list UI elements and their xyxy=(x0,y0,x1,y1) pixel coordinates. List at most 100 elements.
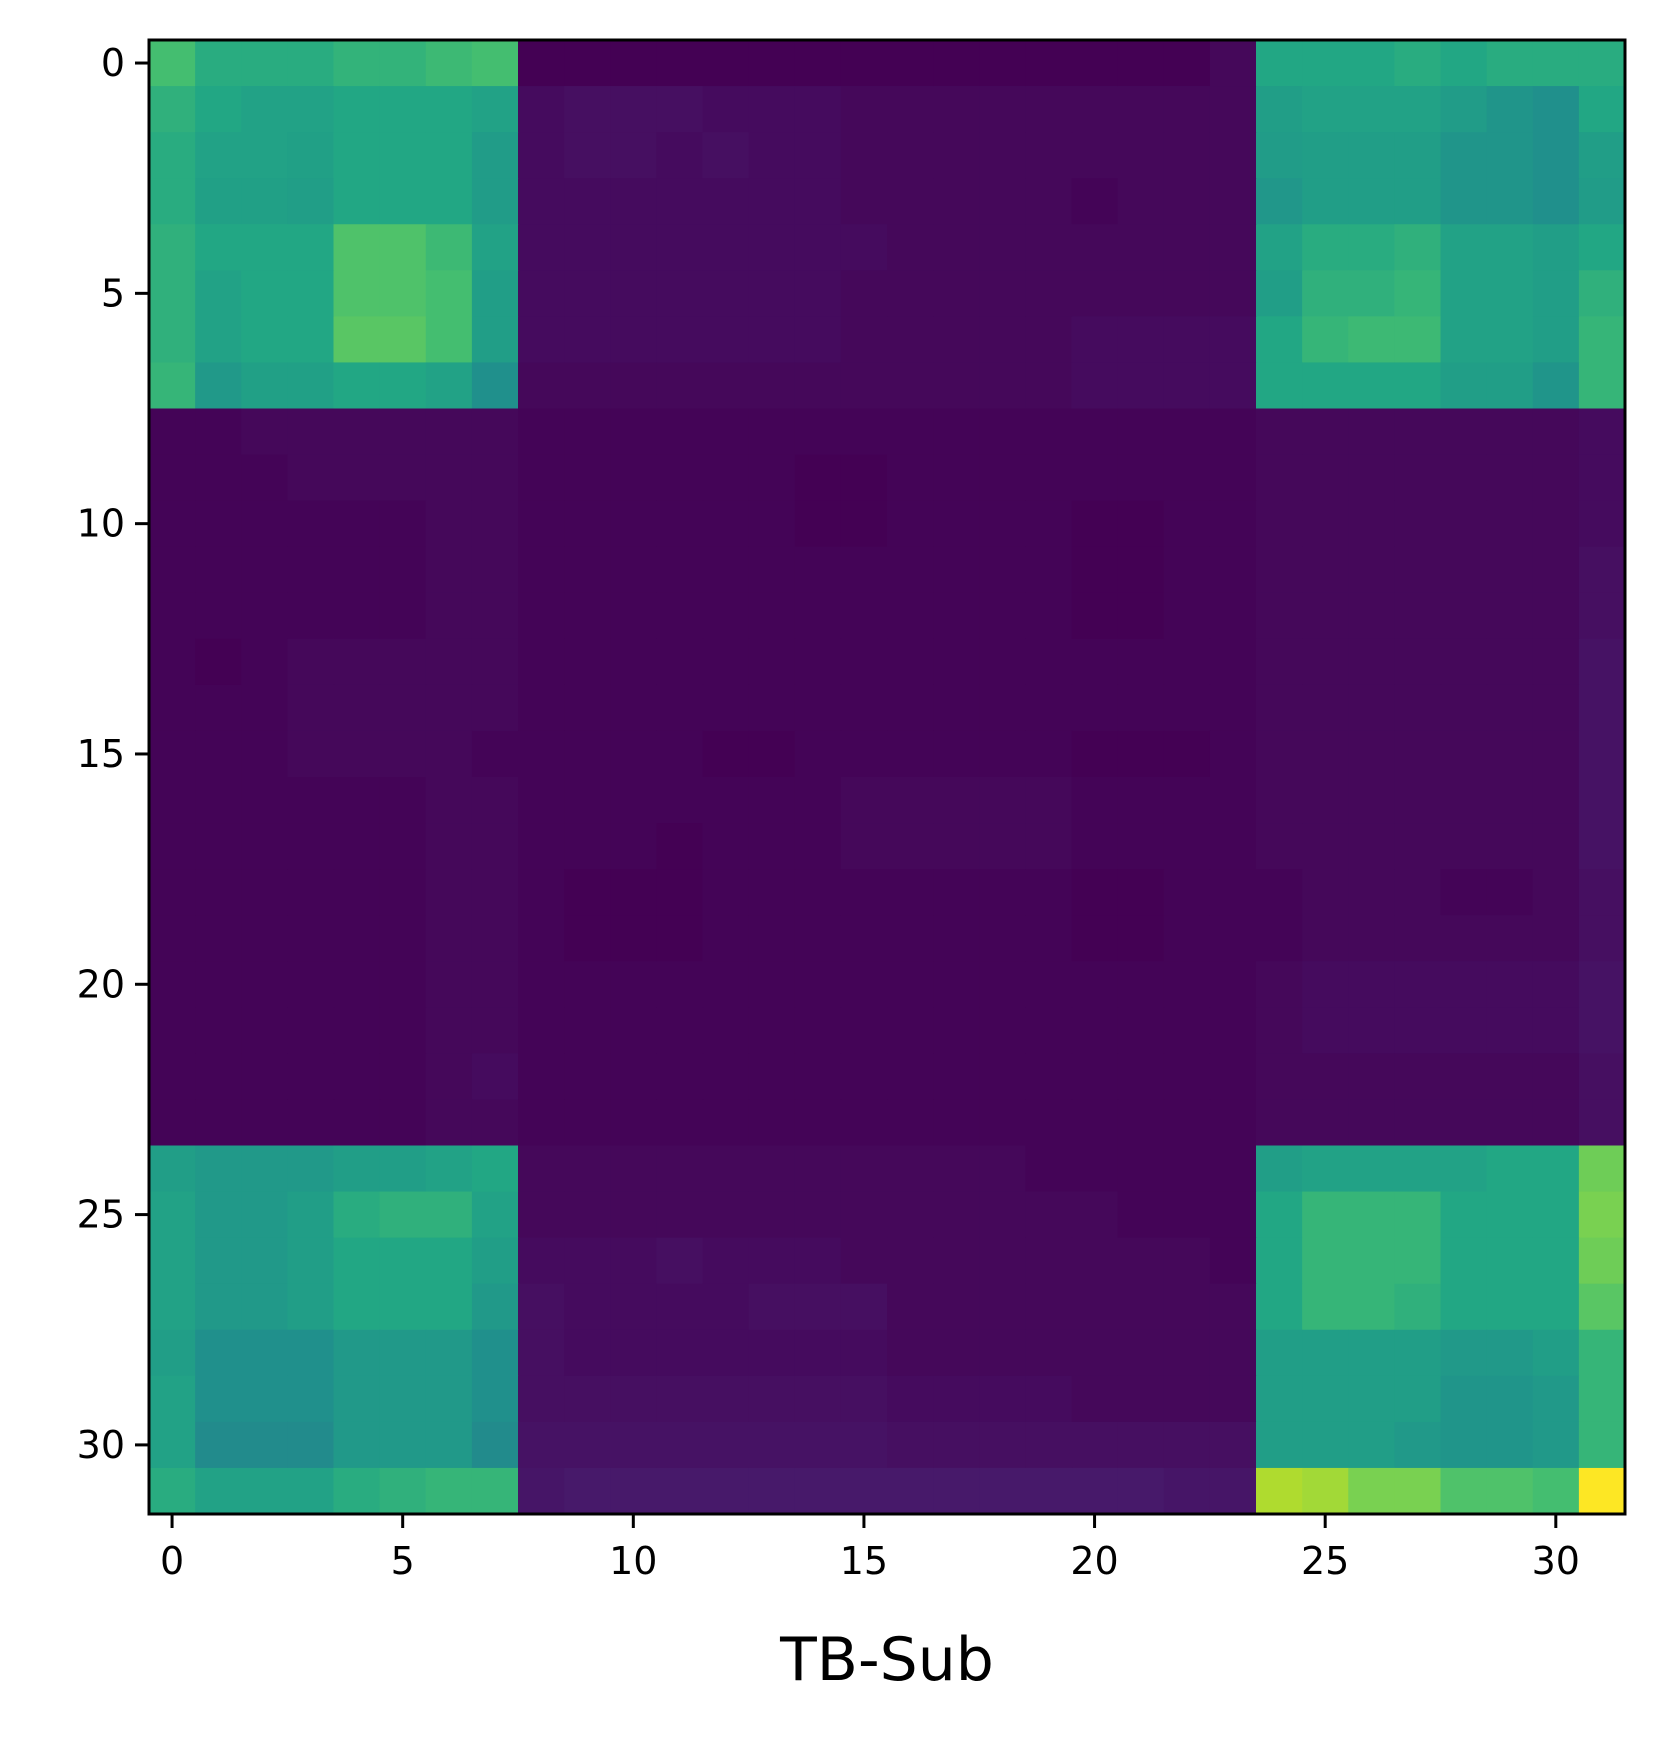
heatmap-cell xyxy=(564,1191,611,1239)
heatmap-cell xyxy=(195,823,242,870)
heatmap-cell xyxy=(241,362,288,410)
heatmap-cell xyxy=(1025,1191,1073,1239)
heatmap-cell xyxy=(933,362,980,410)
heatmap-cell xyxy=(794,86,842,133)
heatmap-cell xyxy=(564,40,611,87)
heatmap-cell xyxy=(564,730,611,778)
heatmap-cell xyxy=(610,1467,657,1515)
heatmap-cell xyxy=(1394,178,1442,225)
heatmap-cell xyxy=(1532,224,1580,271)
heatmap-cell xyxy=(1440,454,1488,502)
heatmap-cell xyxy=(1394,823,1442,870)
heatmap-cell xyxy=(748,1099,796,1147)
heatmap-cell xyxy=(748,270,796,317)
heatmap-cell xyxy=(287,362,335,410)
heatmap-cell xyxy=(1348,1237,1395,1285)
heatmap-cell xyxy=(149,1467,196,1515)
heatmap-cell xyxy=(702,638,750,686)
heatmap-cell xyxy=(195,1099,242,1147)
heatmap-cell xyxy=(1348,178,1395,225)
heatmap-cell xyxy=(1348,1007,1395,1054)
heatmap-cell xyxy=(748,961,796,1008)
heatmap-cell xyxy=(333,408,381,456)
heatmap-cell xyxy=(702,1329,750,1377)
heatmap-cell xyxy=(1302,454,1349,502)
heatmap-cell xyxy=(1578,362,1626,410)
heatmap-cell xyxy=(702,178,750,225)
heatmap-cell xyxy=(887,1375,934,1423)
heatmap-cell xyxy=(979,1007,1026,1054)
heatmap-cell xyxy=(1532,408,1580,456)
heatmap-cell xyxy=(840,777,888,824)
heatmap-cell xyxy=(333,638,381,686)
heatmap-cell xyxy=(887,1099,934,1147)
heatmap-cell xyxy=(518,132,565,179)
heatmap-cell xyxy=(518,1007,565,1054)
heatmap-cell xyxy=(195,1329,242,1377)
heatmap-cell xyxy=(241,730,288,778)
heatmap-cell xyxy=(1302,777,1349,824)
heatmap-cell xyxy=(1209,777,1257,824)
heatmap-cell xyxy=(241,1467,288,1515)
heatmap-cell xyxy=(471,454,519,502)
heatmap-cell xyxy=(1302,1467,1349,1515)
heatmap-cell xyxy=(379,1237,427,1285)
heatmap-cell xyxy=(1440,40,1488,87)
heatmap-cell xyxy=(1486,961,1534,1008)
heatmap-cell xyxy=(241,1007,288,1054)
heatmap-cell xyxy=(1117,316,1165,364)
heatmap-cell xyxy=(333,869,381,916)
heatmap-cell xyxy=(702,132,750,179)
heatmap-cell xyxy=(656,178,704,225)
heatmap-cell xyxy=(1348,1421,1395,1469)
heatmap-cell xyxy=(1117,1007,1165,1054)
heatmap-cell xyxy=(1256,638,1303,686)
heatmap-cell xyxy=(887,1237,934,1285)
heatmap-cell xyxy=(610,1421,657,1469)
heatmap-cell xyxy=(1440,1375,1488,1423)
heatmap-cell xyxy=(748,408,796,456)
heatmap-cell xyxy=(518,454,565,502)
heatmap-cell xyxy=(149,1053,196,1101)
heatmap-cell xyxy=(748,1007,796,1054)
heatmap-cell xyxy=(379,1467,427,1515)
heatmap-cell xyxy=(1209,730,1257,778)
heatmap-cell xyxy=(241,500,288,548)
heatmap-cell xyxy=(1486,1191,1534,1239)
heatmap-cell xyxy=(1348,1329,1395,1377)
heatmap-cell xyxy=(887,1053,934,1101)
heatmap-cell xyxy=(610,823,657,870)
heatmap-cell xyxy=(149,178,196,225)
heatmap-cell xyxy=(610,592,657,640)
heatmap-cell xyxy=(1256,270,1303,317)
heatmap-cell xyxy=(195,777,242,824)
heatmap-cell xyxy=(1302,1191,1349,1239)
heatmap-cell xyxy=(564,362,611,410)
heatmap-cell xyxy=(702,1007,750,1054)
heatmap-cell xyxy=(564,270,611,317)
heatmap-cell xyxy=(1486,1375,1534,1423)
heatmap-cell xyxy=(195,454,242,502)
heatmap-cell xyxy=(1578,823,1626,870)
heatmap-cell xyxy=(979,546,1026,594)
heatmap-cell xyxy=(1440,316,1488,364)
heatmap-cell xyxy=(425,546,473,594)
heatmap-cell xyxy=(195,132,242,179)
heatmap-cell xyxy=(379,500,427,548)
heatmap-cell xyxy=(933,270,980,317)
heatmap-cell xyxy=(1578,132,1626,179)
heatmap-cell xyxy=(1302,1145,1349,1193)
heatmap-cell xyxy=(1440,1053,1488,1101)
heatmap-cell xyxy=(794,178,842,225)
heatmap-cell xyxy=(656,915,704,962)
heatmap-cell xyxy=(149,270,196,317)
heatmap-cell xyxy=(471,1421,519,1469)
heatmap-cell xyxy=(979,1375,1026,1423)
heatmap-cell xyxy=(471,1237,519,1285)
heatmap-cell xyxy=(1486,454,1534,502)
heatmap-cell xyxy=(1117,1375,1165,1423)
heatmap-cell xyxy=(702,684,750,732)
heatmap-cell xyxy=(840,638,888,686)
heatmap-cell xyxy=(379,1053,427,1101)
heatmap-cell xyxy=(379,869,427,916)
